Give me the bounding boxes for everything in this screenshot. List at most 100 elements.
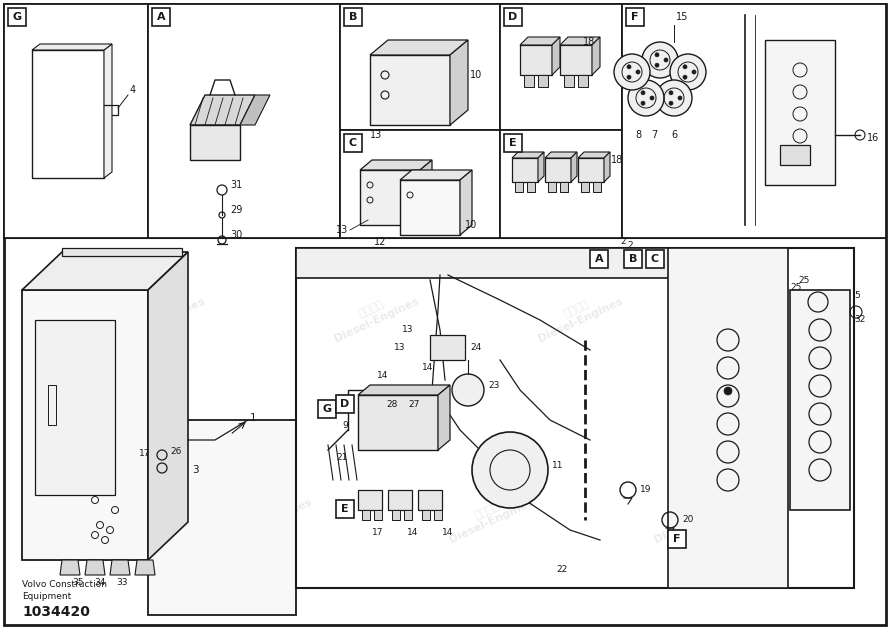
Text: G: G	[12, 12, 21, 22]
Bar	[646, 250, 664, 268]
Bar	[515, 182, 523, 192]
Polygon shape	[190, 95, 255, 125]
Bar	[62, 248, 182, 256]
Text: 柴发动力
Diesel-Engines: 柴发动力 Diesel-Engines	[114, 285, 206, 344]
Polygon shape	[545, 152, 577, 158]
Text: 9: 9	[343, 421, 348, 430]
Text: 12: 12	[374, 237, 386, 247]
Text: 3: 3	[192, 465, 198, 475]
Circle shape	[642, 42, 678, 78]
Bar	[340, 130, 500, 238]
Text: D: D	[508, 12, 518, 22]
Polygon shape	[190, 125, 240, 160]
Bar	[668, 248, 788, 588]
Text: 1: 1	[250, 413, 256, 423]
Bar	[581, 182, 589, 192]
Bar	[336, 395, 354, 413]
Text: 4: 4	[130, 85, 136, 95]
Text: E: E	[509, 138, 517, 148]
Polygon shape	[460, 170, 472, 235]
Bar	[668, 530, 686, 548]
Polygon shape	[604, 152, 610, 182]
Text: 柴发动力
Diesel-Engines: 柴发动力 Diesel-Engines	[532, 285, 625, 344]
Circle shape	[669, 91, 673, 95]
Text: 16: 16	[867, 133, 879, 143]
Text: 21: 21	[336, 454, 348, 462]
Polygon shape	[148, 252, 188, 560]
Text: 26: 26	[170, 447, 182, 457]
Text: 11: 11	[552, 460, 563, 469]
Polygon shape	[85, 560, 105, 575]
Text: 23: 23	[488, 381, 499, 389]
Bar	[340, 4, 500, 130]
Text: 32: 32	[854, 316, 865, 325]
Text: 10: 10	[465, 220, 477, 230]
Bar	[388, 490, 412, 510]
Text: 15: 15	[676, 12, 688, 22]
Bar	[504, 8, 522, 26]
Bar	[344, 8, 362, 26]
Bar	[148, 4, 340, 238]
Circle shape	[472, 432, 548, 508]
Polygon shape	[538, 152, 544, 182]
Bar	[590, 250, 608, 268]
Bar	[318, 400, 336, 418]
Bar	[548, 182, 556, 192]
Polygon shape	[420, 160, 432, 225]
Text: C: C	[651, 254, 659, 264]
Polygon shape	[22, 252, 188, 290]
Polygon shape	[240, 95, 270, 125]
Bar	[626, 8, 644, 26]
Text: 柴发动力
Diesel-Engines: 柴发动力 Diesel-Engines	[595, 109, 687, 168]
Circle shape	[655, 63, 659, 67]
Text: 8: 8	[635, 130, 641, 140]
Text: 柴发动力
Diesel-Engines: 柴发动力 Diesel-Engines	[381, 109, 473, 168]
Text: 18: 18	[611, 155, 623, 165]
Bar	[560, 45, 592, 75]
Bar	[418, 490, 442, 510]
Bar	[362, 510, 370, 520]
Bar	[430, 335, 465, 360]
Text: 35: 35	[72, 578, 84, 587]
Polygon shape	[512, 152, 544, 158]
Polygon shape	[592, 37, 600, 75]
Circle shape	[628, 80, 664, 116]
Text: 柴发动力
Diesel-Engines: 柴发动力 Diesel-Engines	[648, 486, 740, 545]
Text: A: A	[157, 12, 166, 22]
Bar	[296, 248, 766, 278]
Bar	[152, 8, 170, 26]
Bar	[358, 490, 382, 510]
Bar	[296, 248, 854, 588]
Bar	[392, 510, 400, 520]
Polygon shape	[135, 560, 155, 575]
Bar	[622, 4, 886, 238]
Text: B: B	[349, 12, 357, 22]
Bar	[148, 420, 296, 615]
Text: 17: 17	[139, 448, 150, 457]
Polygon shape	[22, 290, 148, 560]
Polygon shape	[438, 385, 450, 450]
Text: 33: 33	[117, 578, 128, 587]
Text: 20: 20	[682, 516, 693, 525]
Bar	[538, 75, 548, 87]
Circle shape	[670, 54, 706, 90]
Text: 24: 24	[470, 343, 481, 352]
Text: 27: 27	[408, 400, 419, 409]
Text: 柴发动力
Diesel-Engines: 柴发动力 Diesel-Engines	[328, 285, 420, 344]
Polygon shape	[360, 160, 432, 170]
Bar	[527, 182, 535, 192]
Text: 19: 19	[640, 486, 651, 494]
Polygon shape	[400, 170, 472, 180]
Text: 2: 2	[627, 240, 633, 250]
Text: 6: 6	[671, 130, 677, 140]
Text: 31: 31	[230, 180, 242, 190]
Circle shape	[655, 53, 659, 57]
Text: E: E	[341, 504, 349, 514]
Text: 1034420: 1034420	[22, 605, 90, 619]
Text: 13: 13	[393, 343, 405, 352]
Circle shape	[683, 65, 687, 69]
Text: 29: 29	[230, 205, 242, 215]
Text: 7: 7	[651, 130, 657, 140]
Circle shape	[664, 58, 668, 62]
Polygon shape	[32, 50, 104, 178]
